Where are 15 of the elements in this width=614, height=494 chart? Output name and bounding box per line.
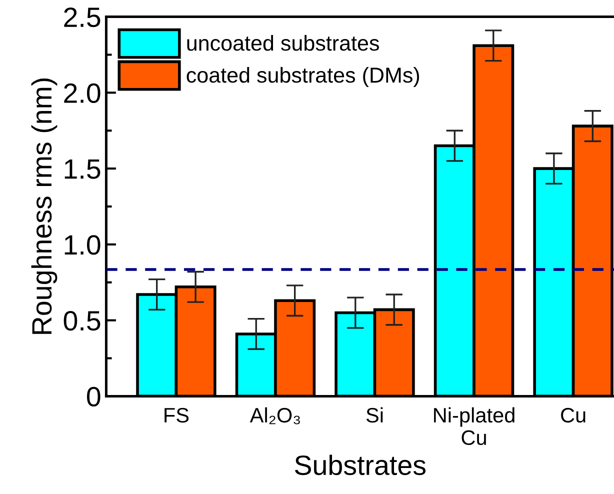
y-tick-label: 2.0 <box>64 83 100 104</box>
y-tick-label: 0 <box>87 386 100 407</box>
x-tick-label: Si <box>366 407 383 423</box>
x-axis-title: Substrates <box>294 454 426 476</box>
x-tick-label: Cu <box>561 408 586 423</box>
y-tick-label: 2.5 <box>64 7 100 28</box>
x-tick-label: Ni-plated Cu <box>434 407 514 446</box>
x-tick-label: FS <box>164 408 189 423</box>
x-tick-label: Al₂O₃ <box>250 407 300 424</box>
y-tick-label: 1.0 <box>64 235 100 255</box>
y-tick-label: 0.5 <box>64 310 100 331</box>
y-tick-label: 1.5 <box>64 160 100 179</box>
y-axis-title: Roughness rms (nm) <box>31 78 58 334</box>
legend-label: coated substrates (DMs) <box>186 66 420 88</box>
legend-label: uncoated substrates <box>187 34 379 51</box>
